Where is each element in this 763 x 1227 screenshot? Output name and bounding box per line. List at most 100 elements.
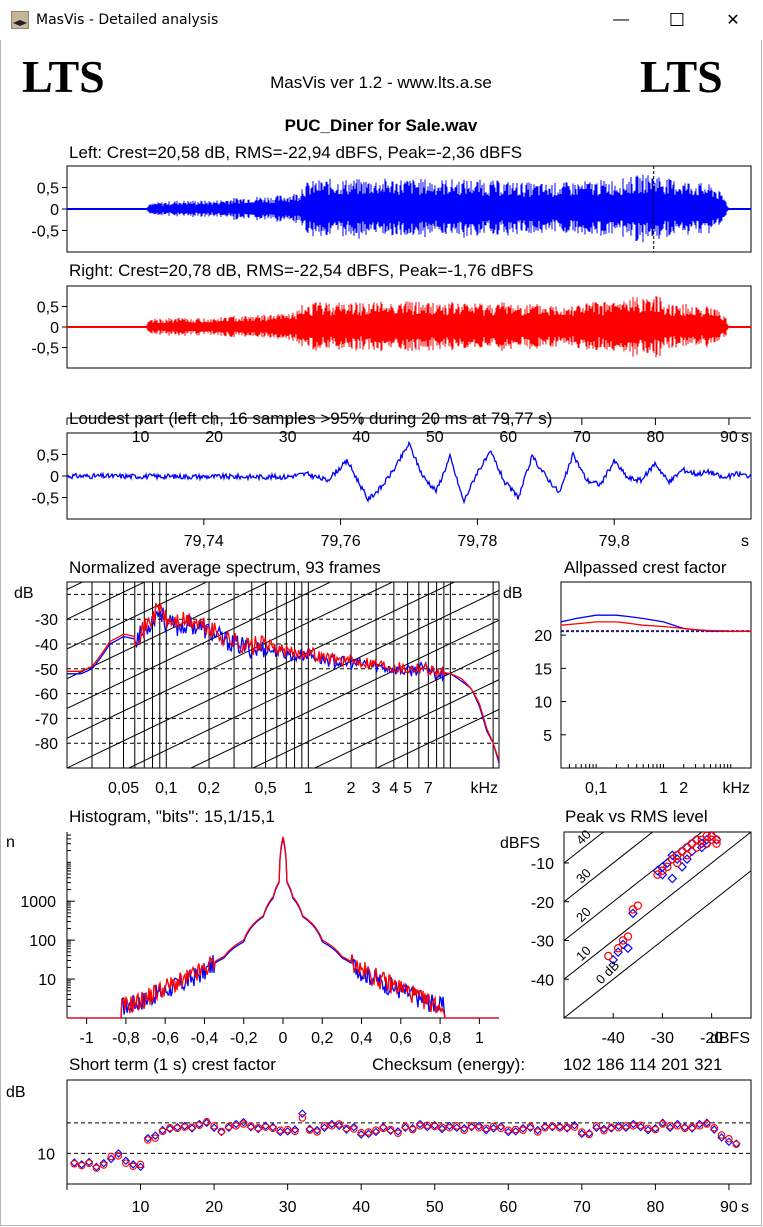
x-tick-label: 0,2 xyxy=(311,1030,333,1047)
left-histogram-series xyxy=(67,838,499,1019)
right-crest-point xyxy=(717,1131,726,1139)
left-crest-point xyxy=(356,1130,366,1139)
left-peakrms-point xyxy=(677,862,687,872)
minimize-button[interactable]: — xyxy=(593,0,649,40)
x-tick-label: 10 xyxy=(132,1199,150,1216)
right-crest-point xyxy=(695,1122,704,1130)
slope-gridline xyxy=(67,582,270,680)
app-icon xyxy=(11,11,29,29)
y-axis-label: n xyxy=(6,834,15,851)
y-tick-label: -0,5 xyxy=(31,341,59,358)
window-titlebar: MasVis - Detailed analysis — ☐ ✕ xyxy=(0,0,763,40)
right-crest-point xyxy=(114,1152,123,1160)
left-crest-point xyxy=(99,1158,109,1168)
right-crest-point xyxy=(158,1127,167,1136)
right-crest-point xyxy=(681,1124,689,1133)
right-crest-point xyxy=(607,1123,616,1131)
x-tick-label: -30 xyxy=(651,1030,674,1047)
right-crest-point xyxy=(658,1120,667,1128)
x-tick-label: 0,2 xyxy=(198,780,220,797)
right-crest-point xyxy=(556,1123,564,1132)
right-crest-point xyxy=(622,1122,630,1130)
x-tick-label: 7 xyxy=(424,780,433,797)
right-crest-point xyxy=(644,1124,652,1133)
right-crest-point xyxy=(276,1126,285,1134)
x-tick-label: 60 xyxy=(499,429,517,446)
right-crest-point xyxy=(600,1127,608,1135)
slope-gridline xyxy=(128,589,499,768)
right-crest-point xyxy=(225,1122,233,1131)
allpass-title: Allpassed crest factor xyxy=(564,558,727,577)
left-crest-point xyxy=(290,1125,300,1134)
left-crest-point xyxy=(276,1127,285,1137)
diagonal-label: 30 xyxy=(573,865,594,886)
y-tick-label: -0,5 xyxy=(31,491,59,508)
x-tick-label: 20 xyxy=(205,1199,223,1216)
left-crest-point xyxy=(496,1122,506,1131)
plot-frame xyxy=(66,1079,752,1185)
left-crest-point xyxy=(231,1119,241,1129)
right-waveform-chart: 0,5 0 -0,5 10 20 30 40 50 60 70 80 90 s xyxy=(31,285,752,446)
y-tick-label: 5 xyxy=(543,728,552,745)
minimize-icon: — xyxy=(613,11,629,28)
x-unit-label: dBFS xyxy=(710,1030,750,1047)
y-axis-label: dB xyxy=(503,585,523,602)
y-tick-label: 100 xyxy=(29,933,56,950)
left-crest-point xyxy=(577,1129,587,1139)
x-tick-label: -1 xyxy=(80,1030,94,1047)
right-crest-point xyxy=(526,1122,535,1131)
shortcrest-title: Short term (1 s) crest factor xyxy=(69,1055,276,1074)
right-crest-point xyxy=(291,1127,299,1136)
logo-left: LTS xyxy=(22,51,105,102)
slope-gridline xyxy=(67,582,394,739)
x-tick-label: 0,1 xyxy=(155,780,177,797)
right-crest-point xyxy=(232,1122,240,1130)
left-crest-point xyxy=(695,1119,704,1129)
right-crest-point xyxy=(173,1124,182,1133)
right-crest-point xyxy=(504,1126,513,1134)
x-unit-label: s xyxy=(741,429,749,446)
right-peakrms-point xyxy=(682,851,692,860)
right-crest-point xyxy=(239,1120,248,1128)
left-crest-point xyxy=(283,1127,292,1136)
loudest-series xyxy=(66,440,752,505)
y-tick-label: 10 xyxy=(37,1146,55,1163)
left-crest-point xyxy=(393,1127,403,1136)
x-tick-label: 20 xyxy=(205,429,223,446)
left-crest-point xyxy=(150,1131,160,1140)
right-peakrms-point xyxy=(712,835,721,844)
y-tick-label: -60 xyxy=(35,687,58,704)
y-axis-label: dB xyxy=(6,1084,26,1101)
left-crest-point xyxy=(327,1119,337,1129)
x-tick-label: -0,6 xyxy=(151,1030,179,1047)
y-tick-label: 0 xyxy=(50,320,59,337)
x-tick-label: -0,2 xyxy=(230,1030,258,1047)
slope-gridline xyxy=(314,679,499,768)
x-tick-label: 0,1 xyxy=(585,780,607,797)
x-tick-label: 4 xyxy=(389,780,398,797)
right-crest-point xyxy=(519,1126,527,1134)
left-crest-point xyxy=(445,1121,454,1131)
y-tick-label: -50 xyxy=(35,662,58,679)
x-tick-label: 90 xyxy=(720,429,738,446)
maximize-button[interactable]: ☐ xyxy=(649,0,705,40)
slope-gridline xyxy=(67,582,146,620)
left-crest-point xyxy=(504,1127,513,1137)
right-crest-point xyxy=(592,1122,601,1130)
left-crest-point xyxy=(717,1133,726,1142)
close-button[interactable]: ✕ xyxy=(705,0,761,40)
right-peakrms-point xyxy=(677,847,687,856)
right-crest-point xyxy=(188,1123,196,1131)
right-crest-point xyxy=(85,1159,93,1167)
left-spectrum-series xyxy=(67,607,499,764)
crest-diagonal xyxy=(564,870,751,1018)
left-crest-point xyxy=(143,1133,153,1143)
left-peakrms-point xyxy=(623,943,633,954)
x-tick-label: 0 xyxy=(279,1030,288,1047)
y-tick-label: -80 xyxy=(35,736,58,753)
y-tick-label: -20 xyxy=(531,895,554,912)
right-crest-point xyxy=(77,1161,86,1170)
left-crest-point xyxy=(114,1149,123,1158)
x-tick-label: 40 xyxy=(352,429,370,446)
